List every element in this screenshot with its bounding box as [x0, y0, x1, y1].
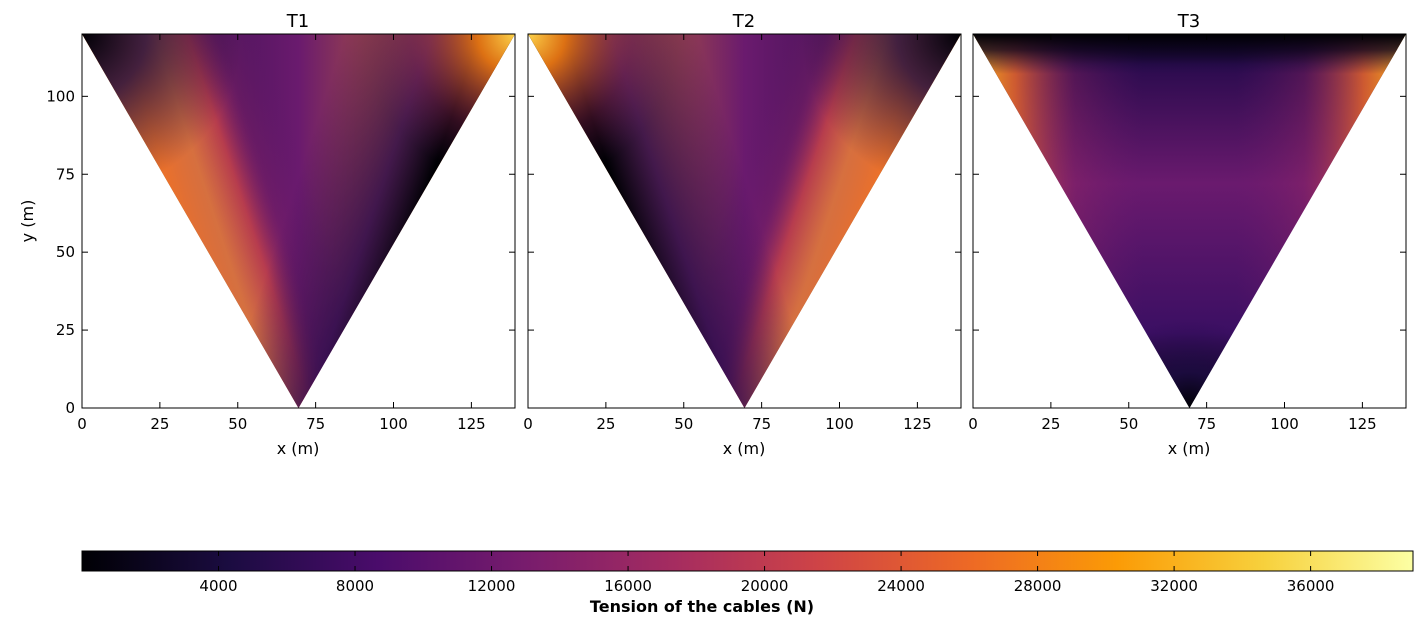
heatmap-area-t3: 0 25 50 75 100 125	[968, 33, 1407, 433]
x-tick-label: 50	[228, 415, 247, 433]
x-tick-label: 125	[1348, 415, 1377, 433]
y-tick-label: 25	[56, 321, 75, 339]
y-tick-label: 0	[65, 399, 75, 417]
colorbar: 4000 8000 12000 16000 20000 24000 28000 32000 36…	[81, 550, 1414, 616]
x-axis-label-t3: x (m)	[1168, 439, 1211, 458]
colorbar-tick-label: 4000	[199, 577, 237, 595]
colorbar-tick-label: 16000	[604, 577, 652, 595]
colorbar-tick-label: 12000	[468, 577, 516, 595]
x-tick-label: 100	[379, 415, 408, 433]
axes-frame	[81, 33, 516, 409]
x-tick-label: 125	[903, 415, 932, 433]
y-tick-label: 50	[56, 243, 75, 261]
colorbar-tick-label: 28000	[1014, 577, 1062, 595]
x-tick-label: 125	[457, 415, 486, 433]
x-tick-label: 75	[306, 415, 325, 433]
colorbar-tick-label: 20000	[741, 577, 789, 595]
x-tick-label: 50	[674, 415, 693, 433]
colorbar-tick-label: 36000	[1287, 577, 1335, 595]
x-tick-label: 50	[1119, 415, 1138, 433]
x-tick-label: 25	[596, 415, 615, 433]
panel-title-t1: T1	[286, 11, 309, 32]
panel-t3: T3 0 25 50 75 100 125 x (m)	[968, 11, 1407, 458]
heatmap-area-t1: 0 25 50 75 100 125 0 25 50 75 100	[46, 33, 516, 433]
axes-frame	[972, 33, 1407, 409]
x-axis-label-t2: x (m)	[723, 439, 766, 458]
x-tick-label: 25	[1041, 415, 1060, 433]
heatmap-triangle	[82, 34, 515, 408]
x-tick-label: 0	[968, 415, 978, 433]
x-tick-label: 75	[752, 415, 771, 433]
panel-t1: T1 0 25 50 75 100 125 0 25 50 75 100 x (m) y (m)	[18, 11, 516, 458]
x-tick-label: 0	[523, 415, 533, 433]
y-axis-label: y (m)	[18, 200, 37, 243]
colorbar-gradient	[81, 550, 1414, 572]
colorbar-tick-label: 24000	[877, 577, 925, 595]
colorbar-tick-label: 8000	[336, 577, 374, 595]
x-tick-label: 75	[1197, 415, 1216, 433]
x-tick-label: 0	[77, 415, 87, 433]
colorbar-ticks: 4000 8000 12000 16000 20000 24000 28000 32000 36…	[199, 551, 1334, 595]
colorbar-tick-label: 32000	[1150, 577, 1198, 595]
x-axis-label-t1: x (m)	[277, 439, 320, 458]
heatmap-area-t2: 0 25 50 75 100 125	[523, 33, 962, 433]
x-tick-label: 100	[1270, 415, 1299, 433]
heatmap-triangle	[973, 34, 1406, 408]
heatmap-triangle	[528, 34, 961, 408]
axes-frame	[527, 33, 962, 409]
y-tick-label: 100	[46, 87, 75, 105]
x-tick-label: 25	[150, 415, 169, 433]
panel-t2: T2 0 25 50 75 100 125 x (m)	[523, 11, 962, 458]
panel-title-t2: T2	[732, 11, 755, 32]
y-tick-label: 75	[56, 165, 75, 183]
panel-title-t3: T3	[1177, 11, 1200, 32]
x-tick-label: 100	[825, 415, 854, 433]
colorbar-label: Tension of the cables (N)	[590, 597, 814, 616]
